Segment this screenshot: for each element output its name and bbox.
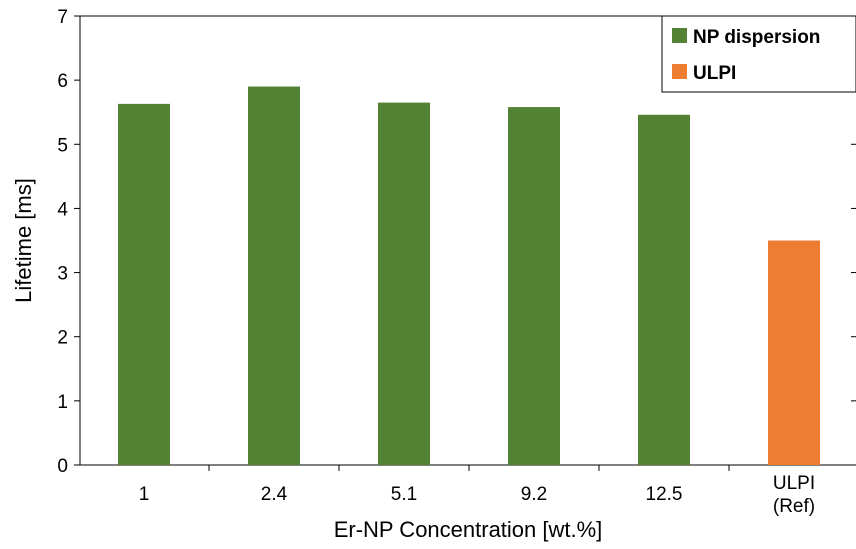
bar-np-dispersion-4	[638, 114, 690, 465]
y-tick-label: 6	[57, 71, 68, 92]
x-tick-label: 1	[139, 484, 150, 505]
legend-label-1: ULPI	[693, 63, 736, 84]
legend: NP dispersion ULPI	[661, 15, 856, 93]
x-tick-label: ULPI (Ref)	[773, 473, 815, 517]
x-axis-title: Er-NP Concentration [wt.%]	[334, 517, 603, 542]
x-tick-label: 2.4	[261, 484, 288, 505]
y-tick-label: 4	[57, 199, 68, 220]
x-axis: 1 2.4 5.1 9.2 12.5 ULPI (Ref)	[139, 465, 815, 517]
y-tick-label: 1	[57, 392, 68, 413]
x-tick-label: 12.5	[646, 484, 683, 505]
bars-group	[118, 86, 820, 466]
legend-box	[661, 15, 856, 93]
y-axis-title: Lifetime [ms]	[11, 178, 36, 303]
bar-ulpi-5	[768, 240, 820, 465]
legend-label-0: NP dispersion	[693, 27, 820, 48]
y-tick-label: 7	[57, 7, 68, 28]
bar-np-dispersion-1	[248, 86, 300, 466]
y-axis: 0 1 2 3 4 5 6 7	[57, 7, 856, 477]
x-tick-label: 5.1	[391, 484, 417, 505]
legend-swatch-0	[672, 28, 687, 43]
y-tick-label: 3	[57, 264, 68, 285]
bar-np-dispersion-2	[378, 102, 430, 465]
x-tick-label: 9.2	[521, 484, 547, 505]
y-tick-label: 5	[57, 135, 68, 156]
y-tick-label: 2	[57, 328, 68, 349]
bar-np-dispersion-0	[118, 103, 170, 465]
y-tick-label: 0	[57, 456, 68, 477]
bar-np-dispersion-3	[508, 107, 560, 465]
legend-swatch-1	[672, 64, 687, 79]
